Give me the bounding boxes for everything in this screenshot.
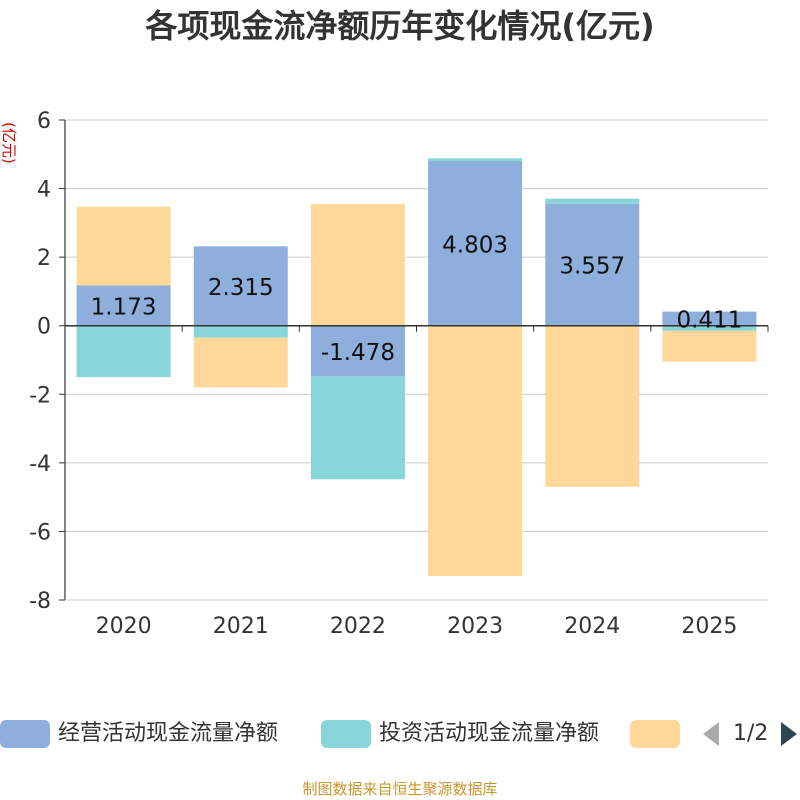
bar-2025-series-2 — [662, 330, 757, 362]
x-tick-label: 2023 — [447, 614, 503, 639]
x-tick-label: 2024 — [564, 614, 620, 639]
bar-2022-series-2 — [310, 204, 405, 326]
chart-title: 各项现金流净额历年变化情况(亿元) — [145, 7, 655, 45]
legend-next-page-icon[interactable] — [778, 720, 800, 748]
axes: -8 -6 -4 -2 0 2 4 6 2020 2021 2022 2023 2024 2025 — [29, 109, 769, 639]
bar-2020-series-2 — [76, 206, 171, 286]
x-tick-label: 2025 — [681, 614, 737, 639]
data-label-2021: 2.315 — [208, 275, 274, 301]
y-tick-label: -2 — [29, 383, 51, 408]
legend-page-indicator: 1/2 — [733, 721, 769, 746]
x-tick-label: 2020 — [96, 614, 152, 639]
bar-2024-series-0 — [545, 203, 640, 326]
y-tick-label: 2 — [37, 246, 51, 271]
bar-2023-series-1 — [428, 158, 523, 162]
y-tick-label: 0 — [37, 315, 51, 340]
data-label-2020: 1.173 — [91, 295, 157, 321]
legend-swatch-operating[interactable] — [0, 720, 50, 748]
data-label-2022: -1.478 — [321, 340, 395, 366]
data-labels: 1.173 2.315 -1.478 4.803 3.557 0.411 — [91, 232, 743, 366]
bar-2023-series-2 — [428, 325, 523, 576]
legend-label-investing[interactable]: 投资活动现金流量净额 — [379, 721, 600, 746]
y-tick-label: -8 — [29, 589, 51, 614]
data-source-footer: 制图数据来自恒生聚源数据库 — [302, 780, 498, 798]
y-tick-label: 4 — [37, 178, 51, 203]
bar-2022-series-1 — [310, 376, 405, 480]
bar-2025-series-1 — [662, 325, 757, 331]
legend-prev-page-icon[interactable] — [700, 720, 722, 748]
bar-2023-series-0 — [428, 161, 523, 326]
legend-swatch-investing[interactable] — [321, 720, 371, 748]
bar-2021-series-1 — [193, 325, 288, 338]
data-label-2025: 0.411 — [676, 308, 742, 334]
data-label-2024: 3.557 — [559, 254, 625, 280]
x-tick-label: 2021 — [213, 614, 269, 639]
y-tick-label: -6 — [29, 520, 51, 545]
bar-2024-series-1 — [545, 198, 640, 204]
bar-2021-series-2 — [193, 337, 288, 388]
y-tick-label: -4 — [29, 452, 51, 477]
bar-2020-series-0 — [76, 285, 171, 326]
bar-2022-series-0 — [310, 325, 405, 377]
bar-2021-series-0 — [193, 246, 288, 326]
x-tick-label: 2022 — [330, 614, 386, 639]
chart-plot-area: -8 -6 -4 -2 0 2 4 6 2020 2021 2022 2023 2024 2025 1.1… — [0, 109, 769, 639]
data-label-2023: 4.803 — [442, 232, 508, 258]
bar-2024-series-2 — [545, 325, 640, 487]
legend-label-operating[interactable]: 经营活动现金流量净额 — [58, 721, 279, 746]
legend: 经营活动现金流量净额 投资活动现金流量净额 1/2 — [0, 716, 800, 752]
bar-2025-series-0 — [662, 311, 757, 326]
y-tick-label: 6 — [37, 109, 51, 134]
bar-2020-series-1 — [76, 325, 171, 378]
legend-swatch-financing[interactable] — [630, 720, 680, 748]
bars — [76, 158, 757, 576]
y-axis-title: (亿元) — [0, 122, 18, 164]
